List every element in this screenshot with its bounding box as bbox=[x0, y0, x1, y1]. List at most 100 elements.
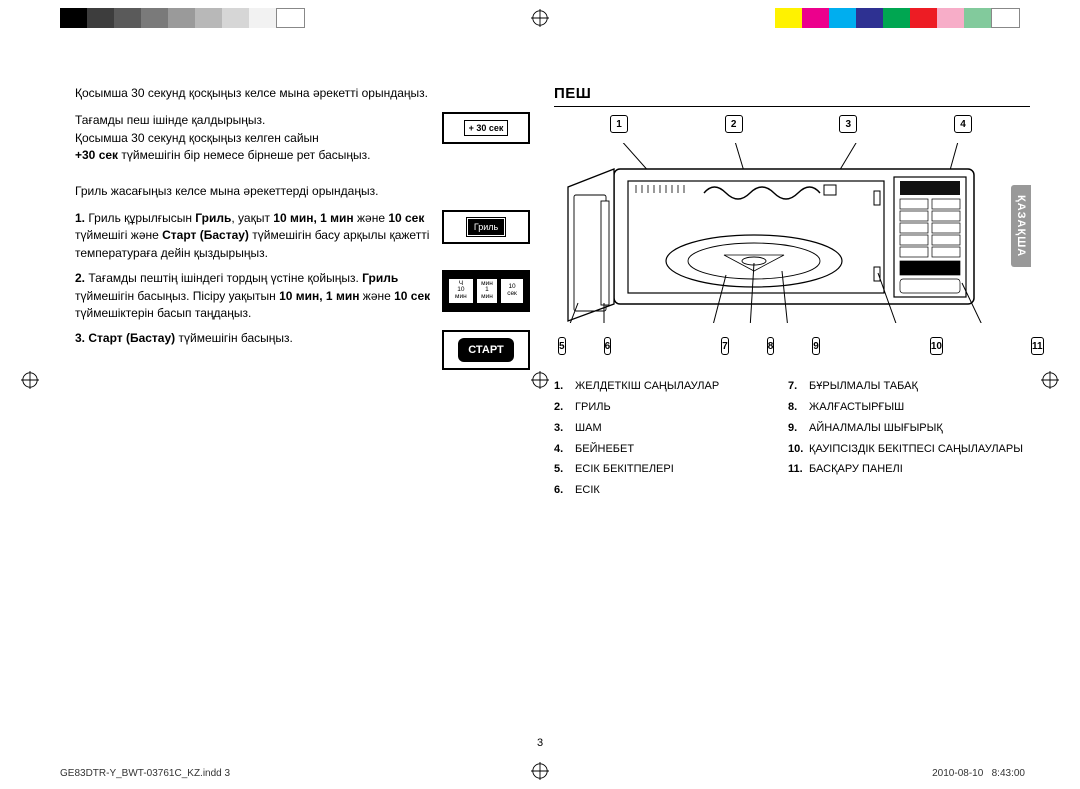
step-number: 1. bbox=[75, 211, 85, 225]
left-column: Қосымша 30 секунд қосқыңыз келсе мына әр… bbox=[75, 85, 530, 729]
section-title: ПЕШ bbox=[554, 85, 1030, 107]
legend-item: 5. ЕСІК БЕКІТПЕЛЕРІ bbox=[554, 462, 764, 477]
legend-right: 7. БҰРЫЛМАЛЫ ТАБАҚ8. ЖАЛҒАСТЫРҒЫШ9. АЙНА… bbox=[788, 379, 1030, 504]
text: Тағамды пештің ішіндегі тордың үстіне қо… bbox=[88, 271, 362, 285]
callout-number: 2 bbox=[725, 115, 743, 133]
plus30-text: Тағамды пеш ішінде қалдырыңыз. Қосымша 3… bbox=[75, 112, 432, 164]
button-figure-time: Ч 10 мин мин 1 мин 10 сек bbox=[442, 270, 530, 311]
text: түймешігін басыңыз. Пісіру уақытын bbox=[75, 289, 279, 303]
text: , уақыт bbox=[231, 211, 273, 225]
callout-number: 11 bbox=[1031, 337, 1044, 355]
button-label: + 30 сек bbox=[464, 120, 509, 136]
step-number: 3. bbox=[75, 331, 85, 345]
swatch bbox=[195, 8, 222, 28]
callout-number: 6 bbox=[604, 337, 612, 355]
text: 10 сек bbox=[503, 284, 521, 298]
button-label: СТАРТ bbox=[458, 338, 514, 362]
microwave-icon bbox=[554, 143, 994, 323]
text: Тағамды пеш ішінде қалдырыңыз. bbox=[75, 113, 265, 127]
step-3: 3. Старт (Бастау) түймешігін басыңыз. СТ… bbox=[75, 330, 530, 370]
button-figure-plus30: + 30 сек bbox=[442, 112, 530, 144]
legend-item: 6. ЕСІК bbox=[554, 483, 764, 498]
footer-filename: GE83DTR-Y_BWT-03761C_KZ.indd 3 bbox=[60, 768, 230, 779]
callout-number: 10 bbox=[930, 337, 943, 355]
text: және bbox=[354, 211, 389, 225]
swatch bbox=[168, 8, 195, 28]
swatch bbox=[60, 8, 87, 28]
footer-time: 8:43:00 bbox=[992, 768, 1025, 779]
text: Гриль құрылғысын bbox=[88, 211, 195, 225]
intro-text: Қосымша 30 секунд қосқыңыз келсе мына әр… bbox=[75, 85, 530, 102]
swatch bbox=[141, 8, 168, 28]
callout-row-bottom: 567891011 bbox=[554, 337, 994, 355]
registration-mark-icon bbox=[530, 761, 550, 781]
callout-number: 4 bbox=[954, 115, 972, 133]
step-text: 2. Тағамды пештің ішіндегі тордың үстіне… bbox=[75, 270, 432, 322]
text: және bbox=[359, 289, 394, 303]
text: түймешігін басыңыз. bbox=[175, 331, 293, 345]
text: 1 мин bbox=[479, 287, 495, 301]
callout-number: 7 bbox=[721, 337, 729, 355]
registration-mark-icon bbox=[20, 370, 40, 390]
swatch bbox=[856, 8, 883, 28]
page-content: Қосымша 30 секунд қосқыңыз келсе мына әр… bbox=[75, 85, 1030, 729]
text: 10 мин bbox=[451, 287, 471, 301]
registration-mark-icon bbox=[530, 8, 550, 28]
callout-number: 8 bbox=[767, 337, 775, 355]
step-text: 1. Гриль құрылғысын Гриль, уақыт 10 мин,… bbox=[75, 210, 432, 262]
language-tab: ҚАЗАҚША bbox=[1011, 185, 1031, 267]
color-bar-left bbox=[60, 8, 305, 28]
swatch bbox=[802, 8, 829, 28]
callout-number: 5 bbox=[558, 337, 566, 355]
legend-item: 1. ЖЕЛДЕТКІШ САҢЫЛАУЛАР bbox=[554, 379, 764, 394]
text-bold: Старт (Бастау) bbox=[88, 331, 175, 345]
swatch bbox=[883, 8, 910, 28]
footer-timestamp: 2010-08-10 8:43:00 bbox=[932, 768, 1025, 779]
text-bold: Гриль bbox=[362, 271, 398, 285]
callout-number: 9 bbox=[812, 337, 820, 355]
text-bold: Старт (Бастау) bbox=[162, 228, 249, 242]
step-number: 2. bbox=[75, 271, 85, 285]
swatch bbox=[249, 8, 276, 28]
button-label: Гриль bbox=[467, 218, 505, 236]
legend-item: 4. БЕЙНЕБЕТ bbox=[554, 442, 764, 457]
step-1: 1. Гриль құрылғысын Гриль , уақыт 10 мин,… bbox=[75, 210, 530, 262]
text-bold: 10 мин, 1 мин bbox=[273, 211, 353, 225]
text-bold: +30 сек bbox=[75, 148, 118, 162]
button-small: Ч 10 мин bbox=[448, 278, 474, 303]
swatch bbox=[910, 8, 937, 28]
legend-item: 7. БҰРЫЛМАЛЫ ТАБАҚ bbox=[788, 379, 1030, 394]
microwave-diagram: 1 2 3 4 bbox=[554, 115, 994, 355]
swatch bbox=[775, 8, 802, 28]
grill-intro: Гриль жасағыңыз келсе мына әрекеттерді о… bbox=[75, 183, 530, 200]
text: түймешігін бір немесе бірнеше рет басыңы… bbox=[118, 148, 370, 162]
swatch bbox=[114, 8, 141, 28]
callout-row-top: 1 2 3 4 bbox=[554, 115, 994, 133]
button-figure-start: СТАРТ bbox=[442, 330, 530, 370]
right-column: ПЕШ ҚАЗАҚША 1 2 3 4 bbox=[554, 85, 1030, 729]
text: түймешіктерін басып таңдаңыз. bbox=[75, 306, 251, 320]
legend-item: 8. ЖАЛҒАСТЫРҒЫШ bbox=[788, 400, 1030, 415]
swatch bbox=[87, 8, 114, 28]
legend-item: 2. ГРИЛЬ bbox=[554, 400, 764, 415]
legend-item: 3. ШАМ bbox=[554, 421, 764, 436]
button-figure-grill: Гриль bbox=[442, 210, 530, 244]
text: Қосымша 30 секунд қосқыңыз келген сайын bbox=[75, 131, 319, 145]
callout-number: 3 bbox=[839, 115, 857, 133]
plus30-block: Тағамды пеш ішінде қалдырыңыз. Қосымша 3… bbox=[75, 112, 530, 164]
step-text: 3. Старт (Бастау) түймешігін басыңыз. bbox=[75, 330, 432, 347]
swatch bbox=[964, 8, 991, 28]
button-small: мин 1 мин bbox=[476, 278, 498, 303]
step-2: 2. Тағамды пештің ішіндегі тордың үстіне… bbox=[75, 270, 530, 322]
button-row: Ч 10 мин мин 1 мин 10 сек bbox=[448, 278, 524, 303]
text-bold: 10 сек bbox=[394, 289, 430, 303]
legend-item: 11. БАСҚАРУ ПАНЕЛІ bbox=[788, 462, 1030, 477]
footer-date: 2010-08-10 bbox=[932, 768, 983, 779]
button-small: 10 сек bbox=[500, 278, 524, 303]
callout-number: 1 bbox=[610, 115, 628, 133]
swatch bbox=[222, 8, 249, 28]
registration-mark-icon bbox=[1040, 370, 1060, 390]
swatch bbox=[276, 8, 305, 28]
legend-left: 1. ЖЕЛДЕТКІШ САҢЫЛАУЛАР 2. ГРИЛЬ 3. ШАМ 4. … bbox=[554, 379, 764, 504]
color-bar-right bbox=[775, 8, 1020, 28]
